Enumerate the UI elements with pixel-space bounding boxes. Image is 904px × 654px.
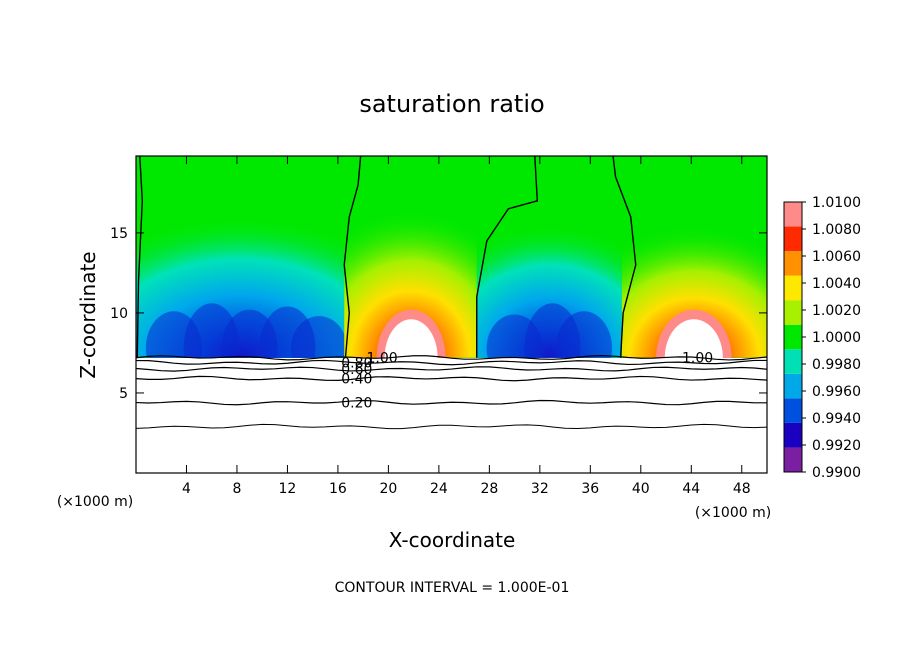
colorbar-tick-label: 1.0080 [812, 222, 861, 238]
contour-line-1-00 [343, 156, 362, 358]
x-axis-label: X-coordinate [389, 528, 516, 552]
colorbar-swatch [784, 398, 802, 423]
x-tick-label: 36 [581, 481, 599, 497]
colorbar-tick-label: 1.0100 [812, 195, 861, 211]
y-tick-label: 15 [110, 226, 128, 242]
colorbar-tick-label: 0.9940 [812, 411, 861, 427]
y-axis-ticks: 5 10 15 [110, 226, 767, 402]
x-tick-label: 24 [430, 481, 448, 497]
colorbar-tick-label: 1.0040 [812, 276, 861, 292]
colorbar-swatch [784, 226, 802, 252]
x-tick-label: 32 [531, 481, 549, 497]
colorbar-swatch [784, 447, 802, 472]
colorbar-tick-label: 1.0060 [812, 249, 861, 265]
contour-label: 0.60 [341, 362, 372, 378]
field-layer: 1.000.800.600.400.201.00 [136, 156, 767, 473]
contour-label: 0.20 [341, 396, 372, 412]
y-tick-label: 10 [110, 306, 128, 322]
x-tick-label: 28 [480, 481, 498, 497]
x-tick-label: 48 [733, 481, 751, 497]
colorbar-swatch [784, 324, 802, 350]
x-tick-label: 40 [632, 481, 650, 497]
colorbar-tick-label: 1.0000 [812, 330, 861, 346]
contour-line [136, 359, 767, 366]
colorbar: 0.9900 0.9920 0.9940 0.9960 0.9980 1.0000 1.00… [783, 195, 861, 481]
x-unit-left: (×1000 m) [57, 494, 133, 510]
contour-line [136, 399, 767, 406]
colorbar-tick-label: 0.9980 [812, 357, 861, 373]
y-tick-label: 5 [119, 386, 128, 402]
colorbar-tick-label: 0.9920 [812, 438, 861, 454]
contour-line [136, 423, 767, 430]
y-axis-label: Z-coordinate [76, 251, 100, 378]
plot-frame [135, 155, 768, 474]
contour-line-1-00 [476, 156, 539, 358]
x-axis-ticks: 4 8 12 16 20 24 28 32 36 40 44 48 [182, 156, 751, 497]
contour-line [136, 375, 767, 382]
contour-line [136, 355, 767, 361]
colorbar-swatch [784, 275, 802, 301]
colorbar-swatch [784, 202, 802, 227]
colorbar-swatch [784, 422, 802, 448]
x-tick-label: 8 [232, 481, 241, 497]
colorbar-swatch [784, 349, 802, 374]
x-tick-label: 16 [329, 481, 347, 497]
colorbar-swatch [784, 251, 802, 276]
contour-label: 1.00 [682, 351, 713, 367]
x-unit-right: (×1000 m) [695, 505, 771, 521]
x-tick-label: 20 [379, 481, 397, 497]
x-tick-label: 12 [279, 481, 297, 497]
colorbar-tick-label: 0.9900 [812, 465, 861, 481]
contour-line [136, 366, 767, 372]
colorbar-swatch [784, 373, 802, 399]
lower-layer-white [136, 358, 767, 473]
colorbar-swatch [784, 300, 802, 325]
contour-label: 0.80 [341, 356, 372, 372]
colorbar-tick-label: 0.9960 [812, 384, 861, 400]
contour-label: 0.40 [341, 372, 372, 388]
contour-line-1-00 [612, 156, 637, 358]
x-tick-label: 4 [182, 481, 191, 497]
colorbar-tick-label: 1.0020 [812, 303, 861, 319]
contour-interval-note: CONTOUR INTERVAL = 1.000E-01 [335, 580, 570, 596]
contour-line-1-00 [136, 156, 144, 358]
chart-title: saturation ratio [359, 90, 544, 118]
x-tick-label: 44 [682, 481, 700, 497]
